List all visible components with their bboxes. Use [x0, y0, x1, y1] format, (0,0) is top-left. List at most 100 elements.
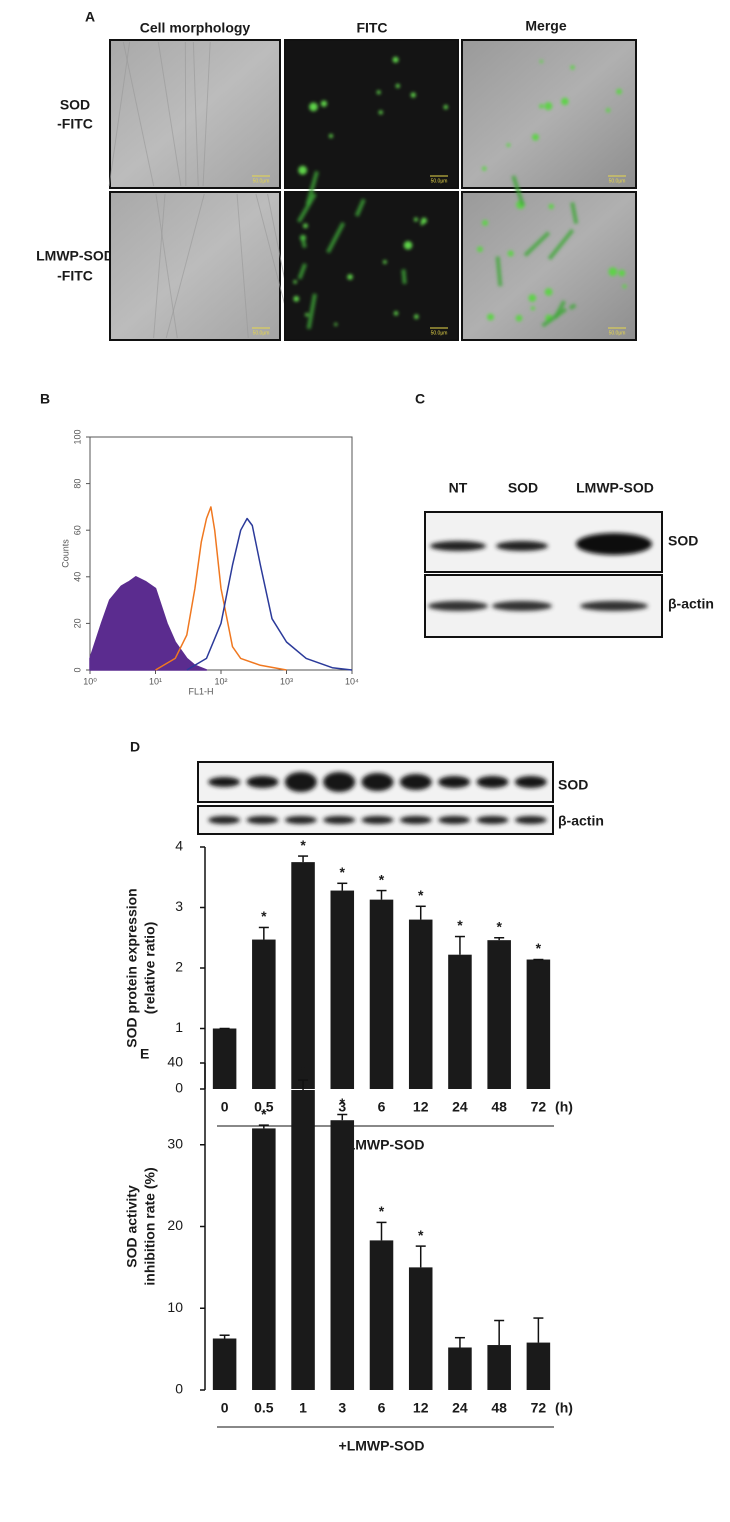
panel-label: B [40, 391, 50, 407]
x-tick-label: 24 [452, 1400, 468, 1416]
spot [477, 246, 483, 253]
significance: * [457, 917, 463, 933]
row-label: SOD [60, 97, 90, 113]
fiber [184, 41, 187, 187]
spot [515, 314, 523, 322]
band [361, 816, 394, 824]
cell [568, 303, 577, 310]
band [476, 776, 509, 788]
bar [330, 1120, 355, 1390]
bar [526, 959, 551, 1089]
fiber [192, 41, 199, 187]
line [155, 506, 287, 671]
y-tick-label: 30 [167, 1135, 183, 1151]
y-tick-label: 100 [72, 429, 82, 444]
scale-bar-label: 50.0μm [431, 178, 448, 184]
x-unit: (h) [555, 1099, 573, 1115]
x-tick-label: 3 [338, 1099, 346, 1115]
x-tick-label: 72 [531, 1400, 547, 1416]
cell [297, 192, 317, 223]
x-axis-label: +LMWP-SOD [339, 1137, 425, 1153]
significance: * [340, 1095, 346, 1111]
x-tick-label: 10¹ [149, 676, 162, 686]
panel-label: C [415, 391, 425, 407]
cell [401, 269, 407, 284]
significance: * [496, 918, 502, 934]
fiber [157, 41, 182, 187]
x-tick-label: 12 [413, 1099, 429, 1115]
band [246, 776, 279, 788]
spot [618, 269, 626, 277]
blot-label: β-actin [668, 596, 714, 612]
significance: * [536, 940, 542, 956]
y-tick-label: 20 [167, 1217, 183, 1233]
x-tick-label: 6 [378, 1400, 386, 1416]
blot-label: β-actin [558, 813, 604, 829]
spot [539, 103, 544, 109]
spot [309, 102, 318, 112]
micrograph [284, 39, 459, 189]
lane-label: SOD [508, 480, 538, 496]
y-axis-label: SOD protein expression [124, 888, 140, 1047]
band [284, 816, 317, 824]
band [399, 774, 432, 790]
spot [403, 240, 413, 250]
spot [298, 165, 308, 175]
bands [208, 772, 547, 824]
band [438, 776, 471, 788]
cell [297, 263, 307, 280]
spot [303, 223, 308, 229]
fiber [122, 41, 155, 187]
spot [293, 295, 300, 302]
bar [408, 919, 433, 1089]
line [186, 517, 353, 671]
cell [306, 293, 317, 330]
fluorescence [482, 59, 622, 171]
x-tick-label: 24 [452, 1099, 468, 1115]
spot [539, 59, 543, 64]
y-axis-label: SOD activity [124, 1185, 140, 1268]
cell [300, 235, 307, 248]
fluorescence [293, 170, 427, 330]
x-tick-label: 72 [531, 1099, 547, 1115]
x-tick-label: 12 [413, 1400, 429, 1416]
band [323, 816, 356, 824]
spot [305, 313, 309, 317]
cell [305, 170, 319, 206]
y-axis-label: Counts [60, 539, 70, 568]
spot [320, 100, 328, 107]
spot [443, 104, 448, 110]
scale-bar-label: 50.0μm [253, 178, 270, 184]
spot [328, 134, 333, 138]
spot [528, 294, 537, 302]
scale-bar-label: 50.0μm [253, 330, 270, 336]
spot [347, 274, 353, 280]
band [476, 816, 509, 824]
spot [532, 133, 539, 141]
spot [378, 110, 383, 115]
significance: * [418, 887, 424, 903]
spot [376, 90, 381, 95]
panel-label: E [140, 1046, 149, 1062]
spot [506, 143, 511, 148]
x-tick-label: 0 [221, 1400, 229, 1416]
row-label: LMWP-SOD [36, 248, 114, 264]
spot [605, 108, 611, 113]
blot-label: SOD [558, 777, 588, 793]
cell [326, 221, 346, 254]
spot [293, 280, 297, 284]
significance: * [340, 864, 346, 880]
lane-label: NT [449, 480, 468, 496]
spot [482, 219, 489, 226]
bar [291, 1089, 315, 1390]
bar [252, 939, 276, 1089]
bar [408, 1267, 433, 1390]
band [323, 772, 356, 792]
x-tick-label: 6 [378, 1099, 386, 1115]
spot [507, 250, 514, 257]
bar [291, 862, 315, 1089]
y-tick-label: 1 [175, 1019, 183, 1035]
y-tick-label: 0 [72, 667, 82, 672]
